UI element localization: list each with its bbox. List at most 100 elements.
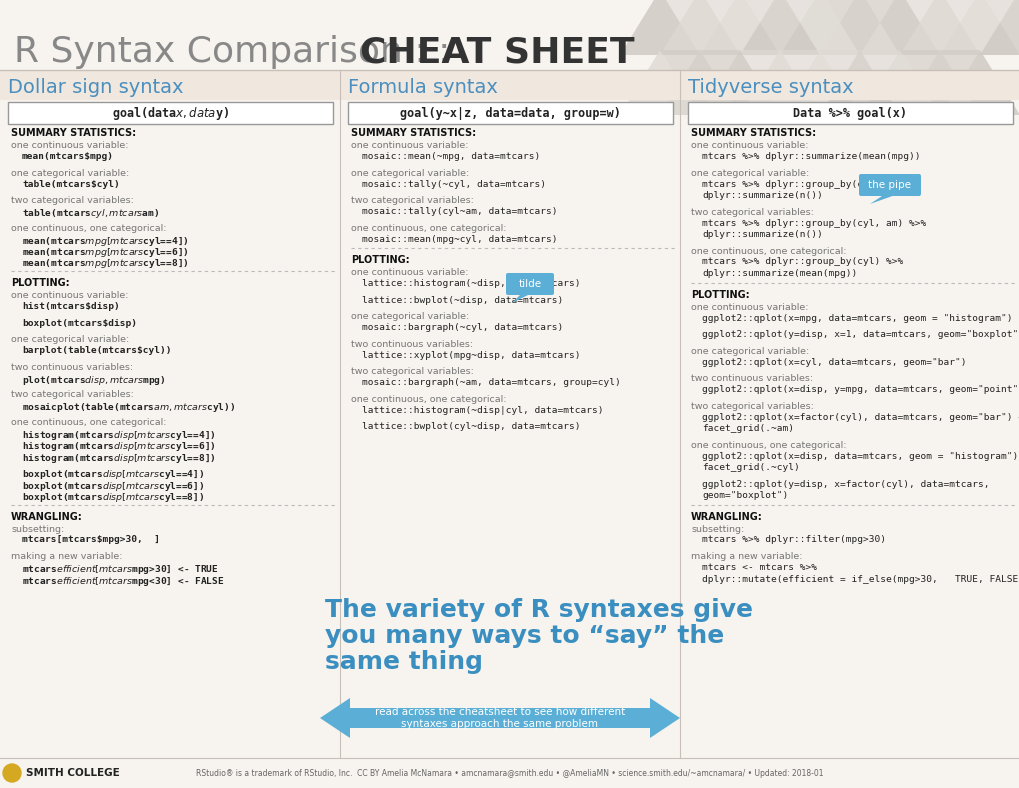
- Text: table(mtcars$cyl): table(mtcars$cyl): [22, 180, 119, 188]
- Text: SMITH COLLEGE: SMITH COLLEGE: [25, 768, 119, 778]
- Text: read across the cheatsheet to see how different
syntaxes approach the same probl: read across the cheatsheet to see how di…: [375, 707, 625, 729]
- Text: mosaic::bargraph(~cyl, data=mtcars): mosaic::bargraph(~cyl, data=mtcars): [362, 323, 562, 332]
- Text: goal(y~x|z, data=data, group=w): goal(y~x|z, data=data, group=w): [399, 106, 621, 120]
- Text: ggplot2::qplot(y=disp, x=factor(cyl), data=mtcars,: ggplot2::qplot(y=disp, x=factor(cyl), da…: [701, 480, 988, 489]
- FancyBboxPatch shape: [858, 174, 920, 196]
- Text: R Syntax Comparison : :: R Syntax Comparison : :: [14, 35, 462, 69]
- Text: two continuous variables:: two continuous variables:: [690, 374, 812, 383]
- Text: one continuous, one categorical:: one continuous, one categorical:: [690, 247, 846, 255]
- Text: mtcars %>% dplyr::group_by(cyl) %>%: mtcars %>% dplyr::group_by(cyl) %>%: [701, 180, 903, 188]
- Polygon shape: [739, 50, 819, 115]
- Text: one continuous variable:: one continuous variable:: [690, 141, 808, 150]
- Text: dplyr::mutate(efficient = if_else(mpg>30,   TRUE, FALSE)): dplyr::mutate(efficient = if_else(mpg>30…: [701, 574, 1019, 583]
- Text: boxplot(mtcars$disp): boxplot(mtcars$disp): [22, 318, 137, 328]
- Text: ggplot2::qplot(x=mpg, data=mtcars, geom = "histogram"): ggplot2::qplot(x=mpg, data=mtcars, geom …: [701, 314, 1012, 322]
- Text: two categorical variables:: two categorical variables:: [351, 196, 474, 205]
- Text: one categorical variable:: one categorical variable:: [690, 347, 808, 355]
- Polygon shape: [899, 50, 979, 115]
- Polygon shape: [620, 50, 699, 115]
- Text: barplot(table(mtcars$cyl)): barplot(table(mtcars$cyl)): [22, 346, 171, 355]
- Text: subsetting:: subsetting:: [11, 525, 64, 533]
- Polygon shape: [859, 0, 940, 55]
- Polygon shape: [780, 50, 859, 115]
- Text: mtcars %>% dplyr::group_by(cyl) %>%: mtcars %>% dplyr::group_by(cyl) %>%: [701, 258, 903, 266]
- Text: RStudio® is a trademark of RStudio, Inc.  CC BY Amelia McNamara • amcnamara@smit: RStudio® is a trademark of RStudio, Inc.…: [196, 768, 823, 778]
- Text: one categorical variable:: one categorical variable:: [11, 169, 129, 177]
- Text: mtcars$efficient[mtcars$mpg>30] <- TRUE: mtcars$efficient[mtcars$mpg>30] <- TRUE: [22, 563, 218, 576]
- Text: two categorical variables:: two categorical variables:: [351, 367, 474, 376]
- Polygon shape: [699, 50, 780, 115]
- Text: one continuous, one categorical:: one continuous, one categorical:: [11, 224, 166, 232]
- Text: boxplot(mtcars$disp[mtcars$cyl==4]): boxplot(mtcars$disp[mtcars$cyl==4]): [22, 468, 204, 481]
- Text: lattice::histogram(~disp, data=mtcars): lattice::histogram(~disp, data=mtcars): [362, 279, 580, 288]
- Text: one categorical variable:: one categorical variable:: [11, 335, 129, 344]
- Text: one continuous variable:: one continuous variable:: [11, 141, 128, 150]
- Text: lattice::bwplot(cyl~disp, data=mtcars): lattice::bwplot(cyl~disp, data=mtcars): [362, 422, 580, 431]
- Text: SUMMARY STATISTICS:: SUMMARY STATISTICS:: [11, 128, 136, 138]
- Text: one categorical variable:: one categorical variable:: [351, 312, 469, 321]
- Bar: [0, 70, 1019, 100]
- Text: same thing: same thing: [325, 650, 483, 674]
- Polygon shape: [739, 0, 819, 55]
- Polygon shape: [899, 0, 979, 55]
- Polygon shape: [739, 50, 819, 115]
- Text: mosaic::mean(~mpg, data=mtcars): mosaic::mean(~mpg, data=mtcars): [362, 152, 540, 161]
- Polygon shape: [620, 0, 699, 55]
- Text: facet_grid(.~am): facet_grid(.~am): [701, 424, 793, 433]
- Text: mean(mtcars$mpg[mtcars$cyl==6]): mean(mtcars$mpg[mtcars$cyl==6]): [22, 246, 189, 259]
- Text: one categorical variable:: one categorical variable:: [351, 169, 469, 177]
- Text: mosaic::tally(cyl~am, data=mtcars): mosaic::tally(cyl~am, data=mtcars): [362, 207, 557, 216]
- Polygon shape: [659, 0, 739, 55]
- Text: one categorical variable:: one categorical variable:: [690, 169, 808, 177]
- Polygon shape: [899, 50, 979, 115]
- Text: ggplot2::qplot(y=disp, x=1, data=mtcars, geom="boxplot"): ggplot2::qplot(y=disp, x=1, data=mtcars,…: [701, 330, 1019, 339]
- Text: PLOTTING:: PLOTTING:: [351, 255, 410, 265]
- Text: ggplot2::qplot(x=disp, y=mpg, data=mtcars, geom="point"): ggplot2::qplot(x=disp, y=mpg, data=mtcar…: [701, 385, 1019, 394]
- Text: histogram(mtcars$disp[mtcars$cyl==4]): histogram(mtcars$disp[mtcars$cyl==4]): [22, 429, 216, 441]
- Text: subsetting:: subsetting:: [690, 525, 744, 533]
- Polygon shape: [739, 0, 819, 55]
- Text: goal(data$x,  data$y): goal(data$x, data$y): [112, 105, 229, 121]
- Text: WRANGLING:: WRANGLING:: [690, 511, 762, 522]
- Text: WRANGLING:: WRANGLING:: [11, 511, 83, 522]
- Text: two continuous variables:: two continuous variables:: [11, 362, 133, 371]
- Text: facet_grid(.~cyl): facet_grid(.~cyl): [701, 463, 799, 472]
- Polygon shape: [979, 0, 1019, 55]
- Text: two categorical variables:: two categorical variables:: [11, 196, 133, 205]
- Text: ggplot2::qplot(x=cyl, data=mtcars, geom="bar"): ggplot2::qplot(x=cyl, data=mtcars, geom=…: [701, 358, 966, 366]
- Text: making a new variable:: making a new variable:: [690, 552, 802, 561]
- Text: mtcars <- mtcars %>%: mtcars <- mtcars %>%: [701, 563, 816, 572]
- Text: one continuous variable:: one continuous variable:: [690, 303, 808, 311]
- FancyBboxPatch shape: [505, 273, 553, 295]
- Polygon shape: [899, 0, 979, 55]
- Text: SUMMARY STATISTICS:: SUMMARY STATISTICS:: [351, 128, 476, 138]
- Text: ggplot2::qplot(x=factor(cyl), data=mtcars, geom="bar") +: ggplot2::qplot(x=factor(cyl), data=mtcar…: [701, 412, 1019, 422]
- Text: mean(mtcars$mpg): mean(mtcars$mpg): [22, 152, 114, 161]
- Text: lattice::bwplot(~disp, data=mtcars): lattice::bwplot(~disp, data=mtcars): [362, 296, 562, 304]
- Text: one continuous, one categorical:: one continuous, one categorical:: [351, 224, 506, 232]
- Text: dplyr::summarize(n()): dplyr::summarize(n()): [701, 230, 822, 239]
- Polygon shape: [819, 50, 899, 115]
- Text: boxplot(mtcars$disp[mtcars$cyl==6]): boxplot(mtcars$disp[mtcars$cyl==6]): [22, 480, 204, 492]
- Text: Tidyverse syntax: Tidyverse syntax: [688, 77, 853, 96]
- Polygon shape: [940, 0, 1019, 55]
- Polygon shape: [512, 293, 532, 303]
- Polygon shape: [659, 50, 739, 115]
- Text: Data %>% goal(x): Data %>% goal(x): [793, 106, 907, 120]
- Text: table(mtcars$cyl,  mtcars$am): table(mtcars$cyl, mtcars$am): [22, 207, 159, 220]
- Text: one continuous variable:: one continuous variable:: [11, 291, 128, 300]
- Text: geom="boxplot"): geom="boxplot"): [701, 491, 788, 500]
- Text: boxplot(mtcars$disp[mtcars$cyl==8]): boxplot(mtcars$disp[mtcars$cyl==8]): [22, 491, 204, 504]
- Text: PLOTTING:: PLOTTING:: [690, 289, 749, 299]
- Polygon shape: [869, 194, 897, 204]
- Text: mosaic::tally(~cyl, data=mtcars): mosaic::tally(~cyl, data=mtcars): [362, 180, 545, 188]
- Text: two categorical variables:: two categorical variables:: [11, 390, 133, 399]
- Text: one continuous variable:: one continuous variable:: [351, 141, 468, 150]
- Text: mosaicplot(table(mtcars$am,  mtcars$cyl)): mosaicplot(table(mtcars$am, mtcars$cyl)): [22, 401, 235, 414]
- Text: mean(mtcars$mpg[mtcars$cyl==4]): mean(mtcars$mpg[mtcars$cyl==4]): [22, 235, 189, 247]
- Text: tilde: tilde: [518, 279, 541, 289]
- Text: mosaic::bargraph(~am, data=mtcars, group=cyl): mosaic::bargraph(~am, data=mtcars, group…: [362, 378, 621, 387]
- Text: histogram(mtcars$disp[mtcars$cyl==8]): histogram(mtcars$disp[mtcars$cyl==8]): [22, 452, 216, 464]
- Text: mosaic::mean(mpg~cyl, data=mtcars): mosaic::mean(mpg~cyl, data=mtcars): [362, 235, 557, 243]
- Text: dplyr::summarize(n()): dplyr::summarize(n()): [701, 191, 822, 200]
